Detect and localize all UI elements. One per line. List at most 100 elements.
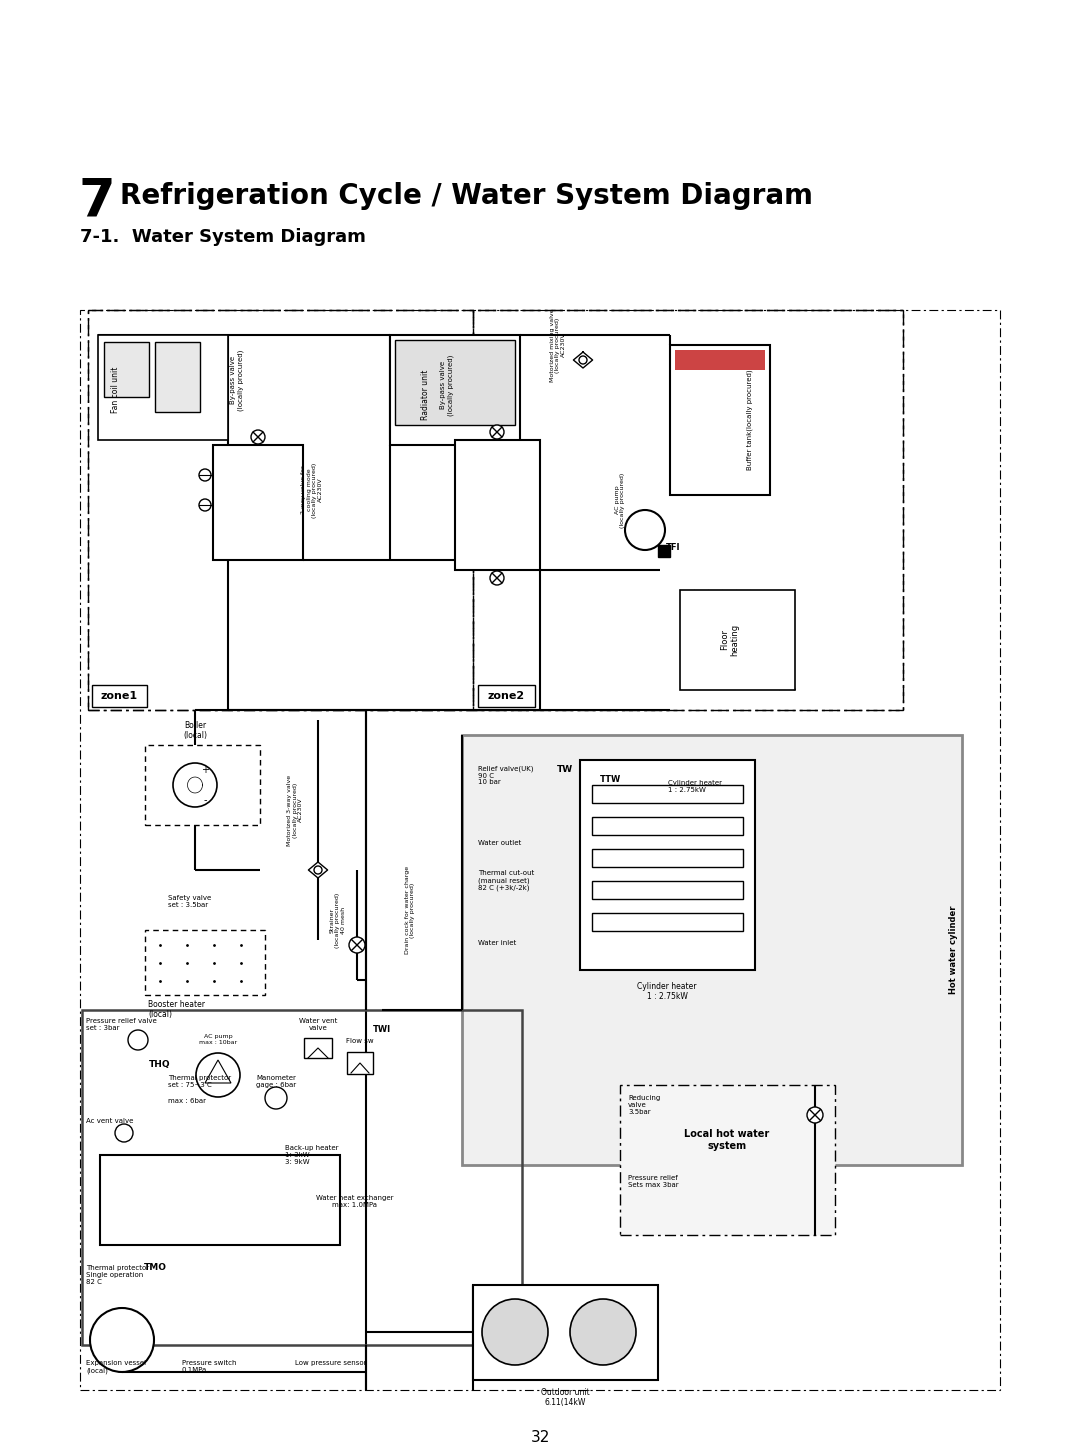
Text: Pressure relief
Sets max 3bar: Pressure relief Sets max 3bar [627, 1175, 678, 1188]
Text: TMO: TMO [144, 1264, 166, 1272]
Text: +: + [201, 765, 210, 775]
Circle shape [570, 1298, 636, 1365]
Bar [100, 1154, 340, 1245]
Bar [92, 685, 147, 707]
Bar [80, 310, 1000, 1390]
Bar [82, 1011, 522, 1345]
Text: Water outlet: Water outlet [478, 840, 522, 846]
Circle shape [195, 1053, 240, 1096]
Text: Thermal cut-out
(manual reset)
82 C (+3k/-2k): Thermal cut-out (manual reset) 82 C (+3k… [478, 869, 535, 891]
Text: Buffer tank(locally procured): Buffer tank(locally procured) [746, 369, 753, 470]
Bar [395, 340, 515, 425]
Circle shape [173, 763, 217, 807]
Bar [675, 350, 765, 369]
Text: Reducing
valve
3.5bar: Reducing valve 3.5bar [627, 1095, 660, 1115]
Text: 2-way valve for
cooling mode
(locally procured)
AC230V: 2-way valve for cooling mode (locally pr… [301, 462, 323, 518]
Bar [87, 310, 903, 710]
Text: 32: 32 [530, 1431, 550, 1445]
Bar [580, 760, 755, 970]
Circle shape [265, 1088, 287, 1109]
Text: Local hot water
system: Local hot water system [685, 1130, 770, 1150]
Bar [104, 342, 149, 397]
Bar [390, 334, 519, 445]
Text: By-pass valve
(locally procured): By-pass valve (locally procured) [441, 355, 454, 416]
Text: 7: 7 [78, 174, 114, 227]
Bar [145, 744, 260, 824]
Bar [680, 590, 795, 691]
Text: Thermal protector
set : 75~3 C: Thermal protector set : 75~3 C [168, 1075, 231, 1088]
Circle shape [251, 430, 265, 443]
Text: AC pump
max : 10bar: AC pump max : 10bar [199, 1034, 238, 1045]
Circle shape [199, 470, 211, 481]
Text: -: - [203, 795, 206, 806]
Text: Motorized 3-way valve
(locally procured)
AC230V: Motorized 3-way valve (locally procured)… [286, 775, 303, 846]
Circle shape [349, 936, 365, 952]
Text: Pressure relief valve
set : 3bar: Pressure relief valve set : 3bar [86, 1018, 157, 1031]
Text: Strainer
(locally procured)
40 mesh: Strainer (locally procured) 40 mesh [329, 893, 347, 948]
Text: Thermal protector
Single operation
82 C: Thermal protector Single operation 82 C [86, 1265, 149, 1285]
Bar [473, 1285, 658, 1380]
Text: Back-up heater
1: 3kW
3: 9kW: Back-up heater 1: 3kW 3: 9kW [285, 1144, 338, 1165]
Text: Water vent
valve: Water vent valve [299, 1018, 337, 1031]
Text: Refrigeration Cycle / Water System Diagram: Refrigeration Cycle / Water System Diagr… [120, 182, 813, 209]
Bar [478, 685, 535, 707]
Text: max : 6bar: max : 6bar [168, 1098, 206, 1104]
Circle shape [129, 1029, 148, 1050]
Text: Floor
heating: Floor heating [720, 624, 740, 656]
Text: Safety valve
set : 3.5bar: Safety valve set : 3.5bar [168, 896, 212, 907]
Circle shape [482, 1298, 548, 1365]
Text: Motorized mixing valve
(locally procured)
AC230V: Motorized mixing valve (locally procured… [550, 308, 566, 382]
Text: AC pump
(locally procured): AC pump (locally procured) [615, 473, 625, 528]
Text: zone1: zone1 [100, 691, 137, 701]
Circle shape [490, 571, 504, 585]
Text: Pressure switch
0.1MPa: Pressure switch 0.1MPa [183, 1359, 237, 1373]
Text: TW: TW [557, 765, 573, 775]
Bar [455, 441, 540, 570]
Text: Hot water cylinder: Hot water cylinder [949, 906, 959, 995]
Text: Fan coil unit: Fan coil unit [110, 366, 120, 413]
Text: Drain cock for water charge
(locally procured): Drain cock for water charge (locally pro… [405, 867, 416, 954]
Bar [592, 817, 743, 835]
Text: Radiator unit: Radiator unit [420, 369, 430, 420]
Text: TWI: TWI [373, 1025, 391, 1034]
Circle shape [490, 425, 504, 439]
Bar [592, 913, 743, 931]
Text: Expansion vessel
(local): Expansion vessel (local) [86, 1359, 146, 1374]
Text: THQ: THQ [149, 1060, 171, 1070]
Bar [592, 785, 743, 803]
Text: TTW: TTW [600, 775, 621, 784]
Text: Cylinder heater
1 : 2.75kW: Cylinder heater 1 : 2.75kW [637, 981, 697, 1002]
Bar [98, 334, 228, 441]
Bar [87, 310, 473, 710]
Text: TFI: TFI [666, 544, 680, 553]
Polygon shape [205, 1060, 231, 1083]
Circle shape [114, 1124, 133, 1141]
Bar [347, 1053, 373, 1075]
Text: 7-1.  Water System Diagram: 7-1. Water System Diagram [80, 228, 366, 246]
Text: Relief valve(UK)
90 C
10 bar: Relief valve(UK) 90 C 10 bar [478, 765, 534, 785]
Text: Low pressure sensor: Low pressure sensor [295, 1359, 366, 1365]
Bar [473, 310, 903, 710]
Bar [592, 849, 743, 867]
Bar [658, 545, 670, 557]
Text: Ac vent valve: Ac vent valve [86, 1118, 133, 1124]
Text: Cylinder heater
1 : 2.75kW: Cylinder heater 1 : 2.75kW [669, 779, 723, 792]
Text: Flow sw: Flow sw [347, 1038, 374, 1044]
Circle shape [625, 510, 665, 550]
Circle shape [90, 1309, 154, 1373]
Bar [156, 342, 200, 411]
Text: Booster heater
(local): Booster heater (local) [148, 1000, 205, 1019]
Circle shape [199, 499, 211, 510]
Circle shape [807, 1106, 823, 1122]
Text: zone2: zone2 [487, 691, 525, 701]
Text: Boiler
(local): Boiler (local) [183, 721, 207, 740]
Circle shape [314, 867, 322, 874]
Bar [670, 345, 770, 494]
Text: By-pass valve
(locally procured): By-pass valve (locally procured) [230, 349, 244, 410]
Text: Water heat exchanger
max: 1.0MPa: Water heat exchanger max: 1.0MPa [316, 1195, 394, 1208]
Circle shape [579, 356, 588, 364]
Text: Outdoor unit
6.11(14kW: Outdoor unit 6.11(14kW [541, 1389, 590, 1407]
Bar [462, 736, 962, 1165]
Bar [303, 1038, 332, 1059]
Bar [213, 445, 303, 560]
